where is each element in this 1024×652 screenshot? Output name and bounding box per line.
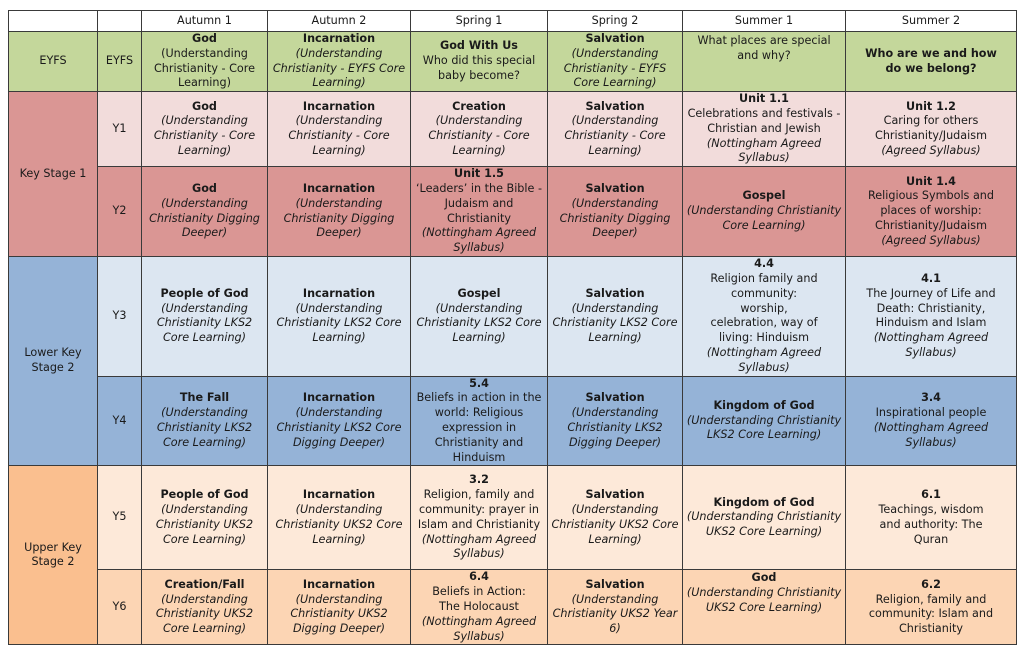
header-autumn-2: Autumn 2	[267, 10, 411, 32]
cell-eyfs-spring-2: Salvation (Understanding Christianity - E…	[547, 30, 683, 93]
year-label: Y5	[97, 465, 142, 571]
row-y1: Key Stage 1 Y1 God (Understanding Christi…	[8, 91, 1017, 258]
stage-eyfs: EYFS	[8, 30, 98, 93]
cell-y6-summer-1: God (Understanding Christianity UKS2 Core…	[682, 569, 846, 646]
cell-y5-summer-2: 6.1 Teachings, wisdom and authority: The …	[845, 465, 1017, 571]
cell-y6-spring-2: Salvation (Understanding Christianity UKS…	[547, 569, 683, 646]
cell-y3-summer-2: 4.1 The Journey of Life and Death: Christ…	[845, 256, 1017, 377]
cell-y1-spring-1: Creation (Understanding Christianity - Co…	[410, 91, 548, 168]
cell-y5-autumn-2: Incarnation (Understanding Christianity U…	[267, 465, 411, 571]
cell-y2-summer-1: Gospel (Understanding Christianity Core L…	[682, 166, 846, 258]
header-spring-2: Spring 2	[547, 10, 683, 32]
cell-y5-spring-1: 3.2 Religion, family and community: praye…	[410, 465, 548, 571]
cell-y2-autumn-1: God (Understanding Christianity Digging D…	[141, 166, 268, 258]
cell-y1-summer-1: Unit 1.1 Celebrations and festivals - Chr…	[682, 91, 846, 168]
cell-y2-summer-2: Unit 1.4 Religious Symbols and places of …	[845, 166, 1017, 258]
header-summer-2: Summer 2	[845, 10, 1017, 32]
row-y5: Upper Key Stage 2 Y5 People of God (Under…	[8, 465, 1017, 646]
year-label: Y1	[97, 91, 142, 168]
cell-y1-autumn-2: Incarnation (Understanding Christianity -…	[267, 91, 411, 168]
cell-y2-spring-2: Salvation (Understanding Christianity Dig…	[547, 166, 683, 258]
curriculum-table: Autumn 1 Autumn 2 Spring 1 Spring 2 Summ…	[8, 10, 1017, 646]
cell-eyfs-autumn-1: God (Understanding Christianity - Core Le…	[141, 30, 268, 93]
cell-y3-spring-2: Salvation (Understanding Christianity LKS…	[547, 256, 683, 377]
year-label: Y3	[97, 256, 142, 377]
cell-y4-summer-1: Kingdom of God (Understanding Christianit…	[682, 375, 846, 467]
year-label: Y6	[97, 569, 142, 646]
header-stage	[8, 10, 98, 32]
header-year	[97, 10, 142, 32]
cell-y2-autumn-2: Incarnation (Understanding Christianity D…	[267, 166, 411, 258]
row-eyfs: EYFS EYFS God (Understanding Christianity…	[8, 30, 1017, 93]
row-y6: Y6 Creation/Fall (Understanding Christian…	[8, 569, 1017, 646]
cell-y3-autumn-2: Incarnation (Understanding Christianity L…	[267, 256, 411, 377]
stage-upper-key-stage-2: Upper Key Stage 2	[8, 465, 98, 646]
cell-y6-spring-1: 6.4 Beliefs in Action: The Holocaust (Nott…	[410, 569, 548, 646]
cell-eyfs-summer-2: Who are we and how do we belong?	[845, 30, 1017, 93]
cell-y5-spring-2: Salvation (Understanding Christianity UKS…	[547, 465, 683, 571]
year-label: Y4	[97, 375, 142, 467]
cell-y4-spring-1: 5.4 Beliefs in action in the world: Relig…	[410, 375, 548, 467]
cell-y4-summer-2: 3.4 Inspirational people (Nottingham Agree…	[845, 375, 1017, 467]
cell-y5-autumn-1: People of God (Understanding Christianity…	[141, 465, 268, 571]
stage-key-stage-1: Key Stage 1	[8, 91, 98, 258]
cell-y5-summer-1: Kingdom of God (Understanding Christianit…	[682, 465, 846, 571]
cell-eyfs-summer-1: What places are special and why?	[682, 30, 846, 93]
cell-y4-autumn-1: The Fall (Understanding Christianity LKS2…	[141, 375, 268, 467]
cell-y1-summer-2: Unit 1.2 Caring for others Christianity/J…	[845, 91, 1017, 168]
cell-y6-summer-2: 6.2 Religion, family and community: Islam…	[845, 569, 1017, 646]
header-summer-1: Summer 1	[682, 10, 846, 32]
row-y2: Y2 God (Understanding Christianity Diggin…	[8, 166, 1017, 258]
row-y3: Lower Key Stage 2 Y3 People of God (Under…	[8, 256, 1017, 467]
cell-y3-spring-1: Gospel (Understanding Christianity LKS2 C…	[410, 256, 548, 377]
cell-y2-spring-1: Unit 1.5 ‘Leaders’ in the Bible - Judaism…	[410, 166, 548, 258]
cell-eyfs-spring-1: God With Us Who did this special baby bec…	[410, 30, 548, 93]
header-row: Autumn 1 Autumn 2 Spring 1 Spring 2 Summ…	[8, 10, 1017, 32]
stage-lower-key-stage-2: Lower Key Stage 2	[8, 256, 98, 467]
year-label: EYFS	[97, 30, 142, 93]
cell-y4-spring-2: Salvation (Understanding Christianity LKS…	[547, 375, 683, 467]
header-autumn-1: Autumn 1	[141, 10, 268, 32]
cell-eyfs-autumn-2: Incarnation (Understanding Christianity -…	[267, 30, 411, 93]
cell-y1-autumn-1: God (Understanding Christianity - Core Le…	[141, 91, 268, 168]
cell-y1-spring-2: Salvation (Understanding Christianity - C…	[547, 91, 683, 168]
cell-y6-autumn-2: Incarnation (Understanding Christianity U…	[267, 569, 411, 646]
header-spring-1: Spring 1	[410, 10, 548, 32]
year-label: Y2	[97, 166, 142, 258]
cell-y4-autumn-2: Incarnation (Understanding Christianity L…	[267, 375, 411, 467]
cell-y3-autumn-1: People of God (Understanding Christianity…	[141, 256, 268, 377]
row-y4: Y4 The Fall (Understanding Christianity L…	[8, 375, 1017, 467]
cell-y6-autumn-1: Creation/Fall (Understanding Christianity…	[141, 569, 268, 646]
cell-y3-summer-1: 4.4 Religion family and community: worshi…	[682, 256, 846, 377]
